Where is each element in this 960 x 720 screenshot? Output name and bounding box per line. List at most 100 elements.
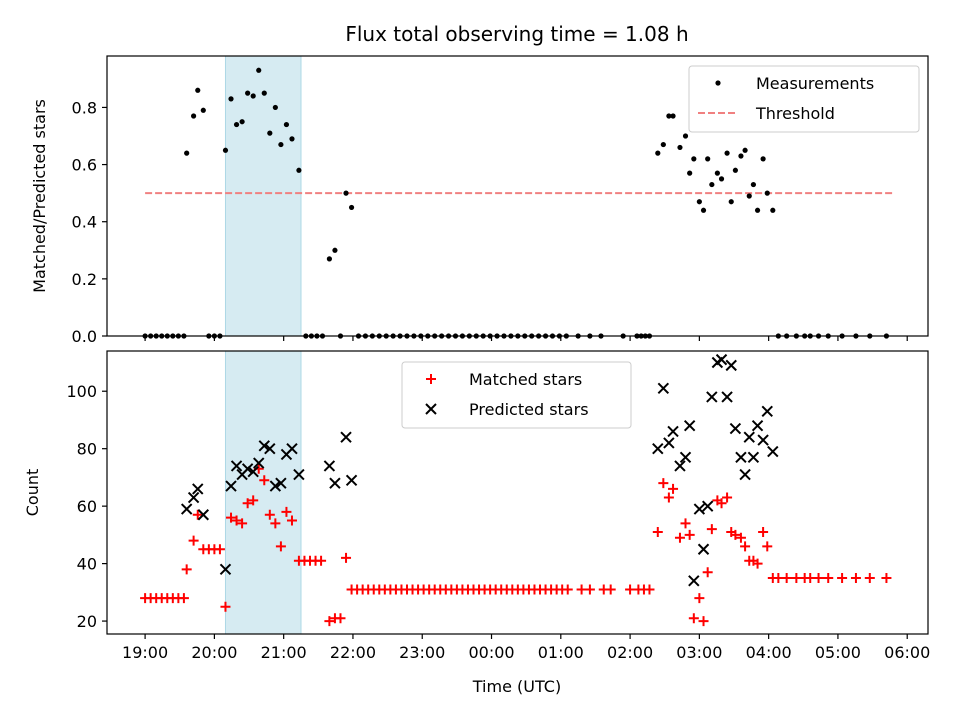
- data-point: [666, 113, 672, 119]
- data-point: [584, 584, 595, 595]
- data-point: [663, 492, 674, 503]
- data-point: [674, 532, 685, 543]
- data-point: [247, 465, 259, 478]
- data-point: [261, 90, 267, 96]
- data-point: [270, 518, 281, 529]
- data-point: [850, 572, 861, 583]
- data-point: [644, 584, 655, 595]
- data-point: [700, 207, 707, 213]
- data-point: [192, 509, 203, 520]
- data-point: [197, 509, 210, 521]
- data-point: [680, 518, 691, 529]
- data-point: [335, 613, 346, 624]
- data-point: [264, 442, 276, 455]
- data-point: [721, 391, 733, 403]
- data-point: [660, 141, 666, 148]
- highlight-band: [224, 55, 302, 337]
- data-point: [283, 121, 290, 128]
- data-point: [188, 535, 199, 546]
- data-point: [770, 207, 776, 213]
- data-point: [729, 422, 742, 435]
- data-point: [746, 193, 752, 199]
- y-tick-label: 0.4: [72, 213, 97, 232]
- data-point: [264, 509, 275, 520]
- data-point: [761, 405, 773, 418]
- y-tick-label: 60: [77, 497, 97, 516]
- x-tick-label: 04:00: [746, 643, 792, 662]
- y-tick-label: 0.6: [72, 156, 97, 175]
- data-point: [758, 527, 769, 538]
- data-point: [341, 552, 352, 563]
- data-point: [258, 440, 270, 452]
- data-point: [667, 425, 679, 438]
- data-point: [332, 247, 338, 253]
- data-point: [752, 558, 763, 569]
- data-point: [226, 512, 237, 523]
- data-point: [823, 572, 834, 583]
- data-point: [706, 391, 718, 403]
- data-point: [180, 503, 193, 515]
- x-tick-label: 20:00: [191, 643, 237, 662]
- x-tick-label: 02:00: [607, 643, 653, 662]
- chart-title: Flux total observing time = 1.08 h: [345, 22, 688, 46]
- data-point: [178, 593, 189, 604]
- data-point: [187, 491, 200, 504]
- data-point: [691, 156, 697, 162]
- data-point: [275, 541, 286, 552]
- data-point: [682, 133, 689, 139]
- data-point: [225, 480, 237, 492]
- x-tick-label: 06:00: [884, 643, 930, 662]
- data-point: [658, 478, 669, 489]
- data-point: [760, 156, 766, 162]
- data-point: [742, 147, 748, 153]
- data-point: [683, 419, 696, 432]
- y-tick-label: 0.0: [72, 327, 97, 346]
- legend-marker: [426, 374, 436, 384]
- data-point: [718, 176, 725, 182]
- highlight-band: [224, 350, 302, 635]
- data-point: [256, 67, 262, 73]
- data-point: [289, 136, 295, 142]
- data-point: [697, 543, 710, 555]
- data-point: [326, 256, 332, 262]
- data-point: [562, 584, 573, 595]
- data-point: [702, 567, 713, 578]
- data-point: [286, 515, 297, 526]
- x-tick-label: 22:00: [330, 643, 376, 662]
- legend: Measurements Threshold: [688, 65, 920, 133]
- y-tick-label: 80: [77, 440, 97, 459]
- data-point: [706, 524, 717, 535]
- top-panel: 0.0 0.2 0.4 0.6 0.8 Matched/Predicted stars Me…: [30, 55, 929, 346]
- data-point: [881, 572, 892, 583]
- axes-frame: [106, 55, 929, 337]
- legend-label: Matched stars: [469, 370, 582, 389]
- y-axis-label: Matched/Predicted stars: [30, 99, 49, 293]
- data-point: [605, 584, 616, 595]
- data-point: [220, 601, 231, 612]
- data-point: [652, 442, 664, 455]
- data-point: [715, 353, 728, 366]
- data-point: [725, 359, 737, 372]
- legend-label: Measurements: [756, 74, 874, 93]
- data-point: [250, 93, 256, 99]
- data-point: [241, 463, 254, 475]
- data-point: [668, 483, 679, 494]
- data-point: [677, 144, 683, 151]
- legend-box: [401, 361, 632, 429]
- data-point: [663, 437, 675, 449]
- legend-label: Predicted stars: [469, 400, 589, 419]
- data-point: [657, 382, 670, 395]
- data-point: [694, 593, 705, 604]
- series-predicted-stars: [180, 353, 779, 587]
- data-point: [754, 207, 761, 213]
- data-point: [237, 518, 248, 529]
- data-point: [195, 87, 201, 93]
- data-point: [181, 564, 192, 575]
- x-axis-label: Time (UTC): [472, 677, 561, 696]
- y-tick-label: 40: [77, 555, 97, 574]
- data-point: [764, 190, 770, 196]
- data-point: [684, 529, 695, 540]
- data-point: [722, 492, 733, 503]
- data-point: [253, 457, 265, 469]
- data-point: [231, 515, 242, 526]
